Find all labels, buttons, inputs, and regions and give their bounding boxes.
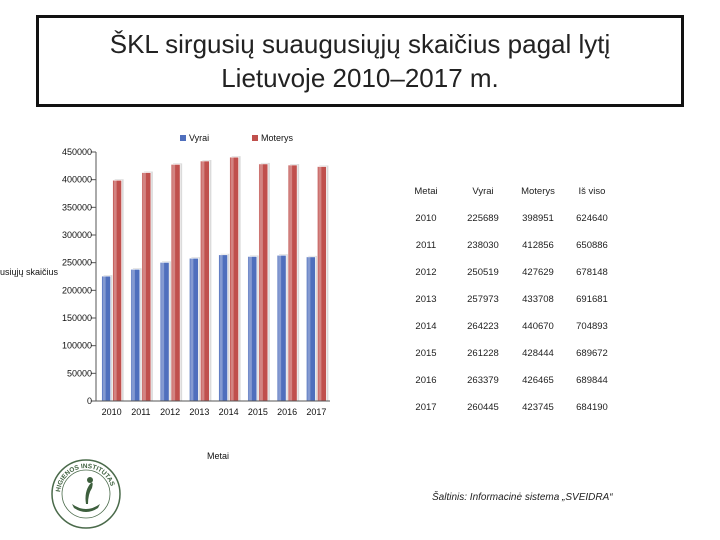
legend-swatch-vyrai	[180, 135, 186, 141]
table-row: 2011 238030 412856 650886	[395, 232, 617, 259]
table-cell: 426465	[522, 375, 554, 386]
table-cell: 440670	[522, 321, 554, 332]
bar-highlight	[219, 254, 223, 401]
table-cell: 433708	[522, 294, 554, 305]
bar-highlight	[142, 172, 146, 401]
bar-highlight	[201, 161, 205, 401]
table-cell: 423745	[522, 402, 554, 413]
y-tick-label: 250000	[62, 258, 92, 268]
bar-highlight	[318, 166, 322, 401]
table-cell: 2017	[415, 402, 437, 413]
table-cell: 225689	[467, 213, 499, 224]
legend-swatch-moterys	[252, 135, 258, 141]
x-tick-label: 2011	[131, 407, 150, 417]
table-cell: 2015	[415, 348, 437, 359]
table-cell: 689672	[576, 348, 608, 359]
table-cell: 2013	[415, 294, 437, 305]
bar-highlight	[248, 256, 252, 401]
y-tick-label: 100000	[62, 341, 92, 351]
higienos-institutas-logo: HIGIENOS INSTITUTAS	[51, 459, 121, 529]
x-tick-label: 2017	[306, 407, 326, 417]
x-tick-label: 2012	[160, 407, 180, 417]
y-axis-title: usiųjų skaičius	[0, 267, 59, 277]
table-cell: 2010	[415, 213, 437, 224]
table-cell: 250519	[467, 267, 499, 278]
table-header: Moterys	[521, 186, 555, 197]
table-cell: 650886	[576, 240, 608, 251]
x-tick-label: 2013	[189, 407, 209, 417]
table-header: Vyrai	[472, 186, 494, 197]
table-cell: 2014	[415, 321, 437, 332]
table-cell: 704893	[576, 321, 608, 332]
table-cell: 261228	[467, 348, 499, 359]
y-tick-label: 400000	[62, 175, 92, 185]
table-cell: 678148	[576, 267, 608, 278]
y-tick-label: 150000	[62, 313, 92, 323]
table-row: 2013 257973 433708 691681	[395, 286, 617, 313]
table-cell: 257973	[467, 294, 499, 305]
table-row: 2010 225689 398951 624640	[395, 205, 617, 232]
legend-label-moterys: Moterys	[261, 133, 294, 143]
bar-highlight	[172, 164, 176, 401]
table-cell: 684190	[576, 402, 608, 413]
table-row: 2012 250519 427629 678148	[395, 259, 617, 286]
bar-highlight	[307, 256, 311, 401]
table-cell: 428444	[522, 348, 554, 359]
bar-highlight	[278, 255, 282, 401]
table-header: Iš viso	[578, 186, 606, 197]
x-tick-label: 2015	[248, 407, 268, 417]
table-cell: 689844	[576, 375, 608, 386]
table-cell: 2016	[415, 375, 437, 386]
table-cell: 412856	[522, 240, 554, 251]
table-row: 2017 260445 423745 684190	[395, 394, 617, 421]
table-cell: 2011	[415, 240, 437, 251]
bar-highlight	[190, 258, 194, 401]
bar-highlight	[259, 163, 263, 401]
bar-highlight	[113, 180, 117, 401]
legend-label-vyrai: Vyrai	[189, 133, 209, 143]
bar-highlight	[161, 262, 165, 401]
table-row: 2016 263379 426465 689844	[395, 367, 617, 394]
table-header-row: Metai Vyrai Moterys Iš viso	[395, 178, 617, 205]
bar-highlight	[289, 165, 293, 401]
bar-highlight	[230, 157, 234, 401]
y-tick-label: 300000	[62, 230, 92, 240]
table-cell: 263379	[467, 375, 499, 386]
x-tick-label: 2014	[219, 407, 239, 417]
table-header: Metai	[414, 186, 438, 197]
bar-chart: 0 50000 100000 150000 200000 250000 300000 3500…	[0, 133, 330, 461]
y-tick-label: 450000	[62, 147, 92, 157]
data-table: Metai Vyrai Moterys Iš viso 2010 225689 39…	[395, 178, 617, 421]
y-tick-label: 0	[87, 396, 92, 406]
title-line-2: Lietuvoje 2010–2017 m.	[221, 63, 499, 93]
table-row: 2014 264223 440670 704893	[395, 313, 617, 340]
bar-highlight	[102, 276, 106, 401]
table-cell: 691681	[576, 294, 608, 305]
table-cell: 260445	[467, 402, 499, 413]
table-cell: 624640	[576, 213, 608, 224]
table-cell: 2012	[415, 267, 437, 278]
y-tick-label: 50000	[67, 368, 92, 378]
x-tick-label: 2016	[277, 407, 297, 417]
y-tick-label: 350000	[62, 202, 92, 212]
x-tick-label: 2010	[102, 407, 122, 417]
title-box: ŠKL sirgusių suaugusiųjų skaičius pagal …	[36, 15, 684, 107]
table-row: 2015 261228 428444 689672	[395, 340, 617, 367]
table-cell: 398951	[522, 213, 554, 224]
bar-highlight	[131, 269, 135, 401]
table-cell: 238030	[467, 240, 499, 251]
source-note: Šaltinis: Informacinė sistema „SVEIDRA“	[432, 492, 613, 503]
x-axis-title: Metai	[207, 451, 229, 461]
table-cell: 264223	[467, 321, 499, 332]
y-tick-label: 200000	[62, 285, 92, 295]
table-cell: 427629	[522, 267, 554, 278]
title-line-1: ŠKL sirgusių suaugusiųjų skaičius pagal …	[109, 29, 611, 59]
